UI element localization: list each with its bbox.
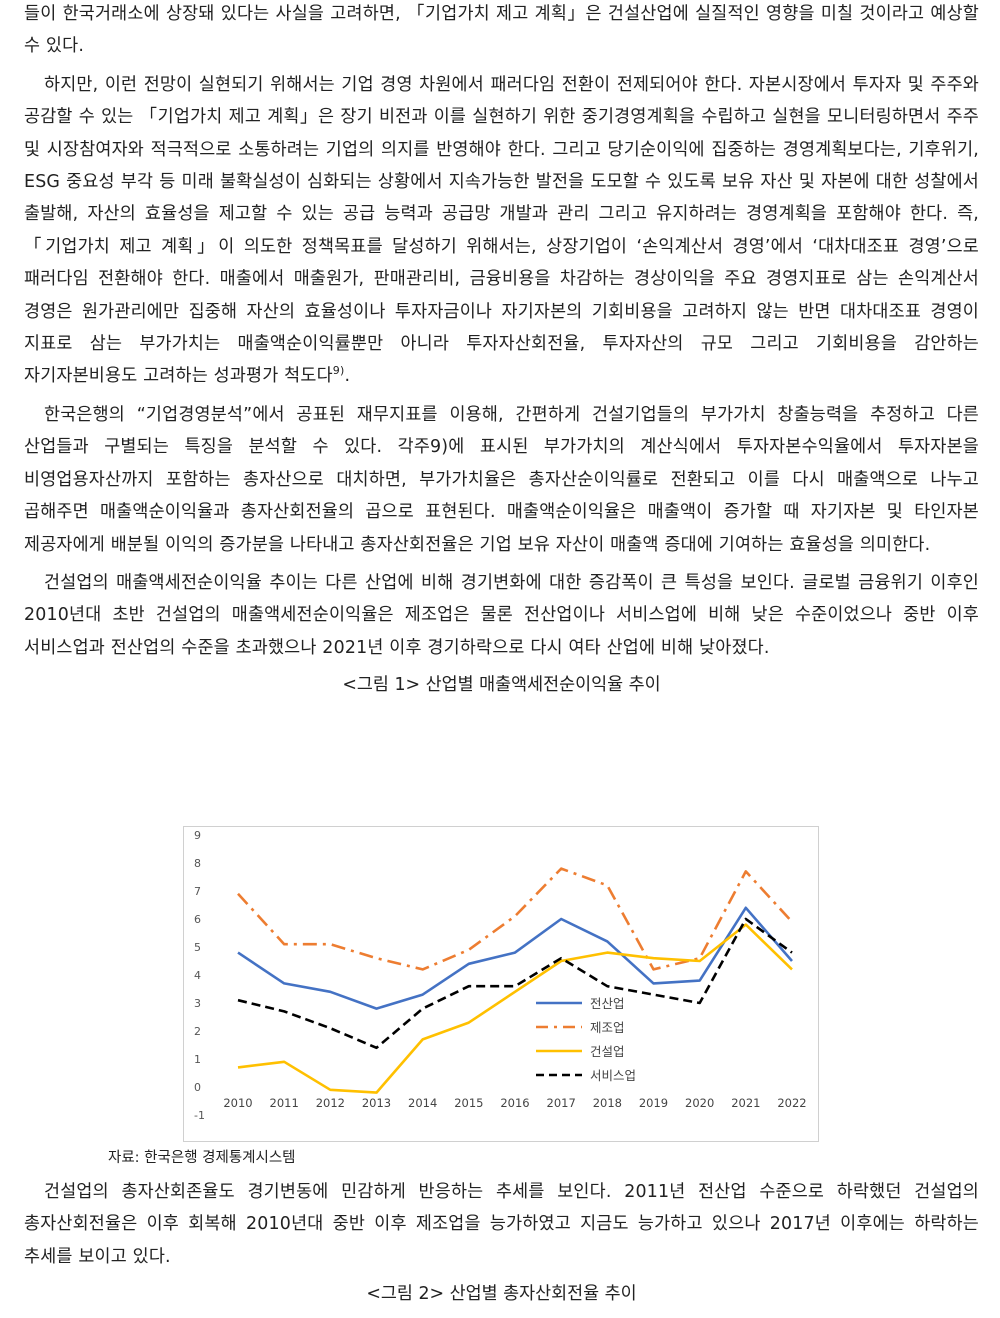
y-tick-label: 4 xyxy=(194,969,201,982)
footnote-ref-9[interactable]: 9) xyxy=(332,364,345,378)
x-tick-label: 2015 xyxy=(454,1096,483,1110)
series-line-3 xyxy=(237,923,793,1094)
paragraph-2-end: . xyxy=(344,366,351,387)
x-tick-label: 2011 xyxy=(270,1096,299,1110)
paragraph-1: 들이 한국거래소에 상장돼 있다는 사실을 고려하면, 「기업가치 제고 계획」… xyxy=(24,4,979,57)
y-tick-label: 2 xyxy=(194,1025,201,1038)
paragraph-3: 한국은행의 “기업경영분석”에서 공표된 재무지표를 이용해, 간편하게 건설기… xyxy=(24,404,979,555)
figure-1-chart: 9 8 7 6 5 4 3 2 1 0 -1 2010 2011 2012 2013 2014 2015 2016… xyxy=(183,826,819,1142)
x-tick-label: 2022 xyxy=(777,1096,806,1110)
y-tick-label: 8 xyxy=(194,857,201,870)
paragraph-4: 건설업의 매출액세전순이익율 추이는 다른 산업에 비해 경기변화에 대한 증감… xyxy=(24,572,979,658)
y-tick-label: 1 xyxy=(194,1053,201,1066)
figure-2-caption: <그림 2> 산업별 총자산회전율 추이 xyxy=(366,1284,637,1305)
y-tick-label: 7 xyxy=(194,885,201,898)
x-tick-label: 2020 xyxy=(685,1096,714,1110)
x-tick-label: 2019 xyxy=(639,1096,668,1110)
x-tick-label: 2017 xyxy=(547,1096,576,1110)
x-tick-label: 2018 xyxy=(593,1096,622,1110)
x-tick-label: 2010 xyxy=(223,1096,252,1110)
paragraph-2-text: 하지만, 이런 전망이 실현되기 위해서는 기업 경영 차원에서 패러다임 전환… xyxy=(24,74,979,387)
legend-label-3: 건설업 xyxy=(590,1044,625,1059)
x-tick-label: 2013 xyxy=(362,1096,391,1110)
document-body-continued: 건설업의 총자산회존율도 경기변동에 민감하게 반응하는 추세를 보인다. 20… xyxy=(24,1176,979,1315)
y-tick-label: 9 xyxy=(194,829,201,842)
line-chart: 9 8 7 6 5 4 3 2 1 0 -1 2010 2011 2012 2013 2014 2015 2016… xyxy=(194,829,807,1122)
y-tick-label: 6 xyxy=(194,913,201,926)
x-tick-label: 2016 xyxy=(500,1096,529,1110)
y-tick-label: 3 xyxy=(194,997,201,1010)
legend-label-1: 전산업 xyxy=(590,996,625,1011)
y-tick-label: 5 xyxy=(194,941,201,954)
x-tick-label: 2012 xyxy=(316,1096,345,1110)
series-line-4 xyxy=(237,917,793,1050)
paragraph-2: 하지만, 이런 전망이 실현되기 위해서는 기업 경영 차원에서 패러다임 전환… xyxy=(24,69,979,393)
x-tick-label: 2021 xyxy=(731,1096,760,1110)
document-body: 들이 한국거래소에 상장돼 있다는 사실을 고려하면, 「기업가치 제고 계획」… xyxy=(24,0,979,706)
legend-label-2: 제조업 xyxy=(590,1020,625,1035)
paragraph-5: 건설업의 총자산회존율도 경기변동에 민감하게 반응하는 추세를 보인다. 20… xyxy=(24,1182,980,1267)
y-tick-label: -1 xyxy=(194,1109,205,1122)
figure-1-caption: <그림 1> 산업별 매출액세전순이익율 추이 xyxy=(342,675,661,696)
figure-1-source: 자료: 한국은행 경제통계시스템 xyxy=(108,1150,296,1166)
series-line-1 xyxy=(237,906,793,1010)
x-tick-label: 2014 xyxy=(408,1096,437,1110)
y-tick-label: 0 xyxy=(194,1081,201,1094)
legend-label-4: 서비스업 xyxy=(590,1068,636,1083)
